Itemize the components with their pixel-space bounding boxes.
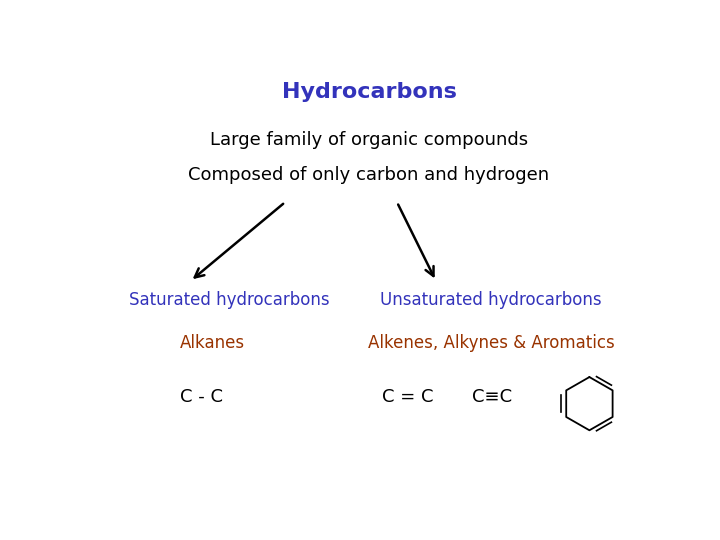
Text: Alkenes, Alkynes & Aromatics: Alkenes, Alkynes & Aromatics	[369, 334, 615, 353]
Text: Hydrocarbons: Hydrocarbons	[282, 82, 456, 102]
Text: C - C: C - C	[180, 388, 223, 407]
Text: Large family of organic compounds: Large family of organic compounds	[210, 131, 528, 149]
Text: Unsaturated hydrocarbons: Unsaturated hydrocarbons	[380, 291, 602, 309]
Text: C≡C: C≡C	[472, 388, 512, 407]
Text: Saturated hydrocarbons: Saturated hydrocarbons	[129, 291, 330, 309]
Text: Alkanes: Alkanes	[180, 334, 246, 353]
Text: C = C: C = C	[382, 388, 434, 407]
Text: Composed of only carbon and hydrogen: Composed of only carbon and hydrogen	[189, 166, 549, 184]
